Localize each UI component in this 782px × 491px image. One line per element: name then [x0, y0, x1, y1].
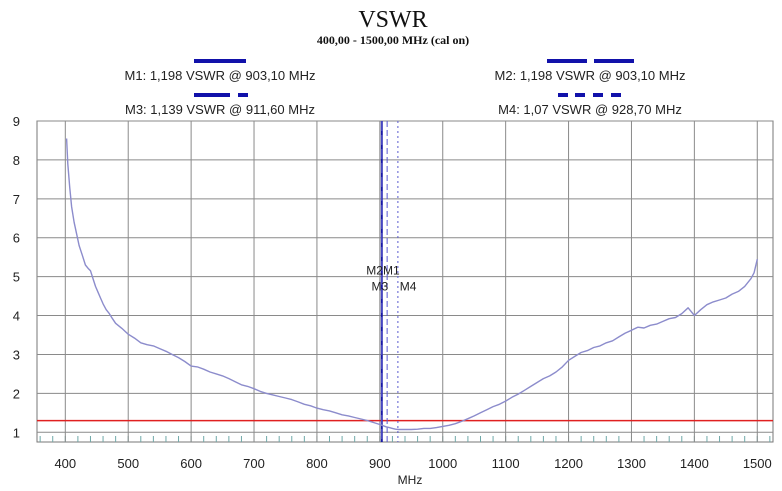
- chart-subtitle: 400,00 - 1500,00 MHz (cal on): [317, 33, 469, 47]
- x-tick-label: 1200: [554, 456, 583, 471]
- vswr-series-line: [65, 138, 758, 431]
- marker-tag: M2M1: [366, 264, 400, 278]
- legend-label-m2: M2: 1,198 VSWR @ 903,10 MHz: [495, 68, 686, 83]
- x-tick-label: 1300: [617, 456, 646, 471]
- y-tick-label: 3: [13, 347, 20, 362]
- y-tick-label: 1: [13, 425, 20, 440]
- y-tick-label: 6: [13, 231, 20, 246]
- y-tick-label: 8: [13, 153, 20, 168]
- x-tick-label: 800: [306, 456, 328, 471]
- y-tick-label: 2: [13, 386, 20, 401]
- plot-frame: [36, 120, 774, 443]
- legend-label-m1: M1: 1,198 VSWR @ 903,10 MHz: [125, 68, 316, 83]
- y-tick-label: 9: [13, 114, 20, 129]
- legend-label-m3: M3: 1,139 VSWR @ 911,60 MHz: [125, 102, 315, 117]
- x-tick-label: 700: [243, 456, 265, 471]
- marker-legend: M1: 1,198 VSWR @ 903,10 MHz M2: 1,198 VS…: [125, 59, 686, 117]
- x-tick-label: 900: [369, 456, 391, 471]
- x-axis-label: MHz: [398, 473, 423, 487]
- chart-title: VSWR: [358, 7, 427, 33]
- marker-tag: M3: [372, 279, 389, 293]
- y-tick-label: 4: [13, 309, 20, 324]
- x-tick-label: 1500: [743, 456, 772, 471]
- y-tick-label: 5: [13, 270, 20, 285]
- x-tick-label: 1100: [492, 456, 520, 471]
- legend-label-m4: M4: 1,07 VSWR @ 928,70 MHz: [498, 102, 682, 117]
- x-tick-label: 600: [180, 456, 202, 471]
- x-tick-label: 500: [117, 456, 139, 471]
- y-tick-label: 7: [13, 192, 20, 207]
- x-tick-label: 1400: [680, 456, 709, 471]
- marker-tag: M4: [400, 279, 417, 293]
- x-tick-label: 400: [54, 456, 76, 471]
- plot-area: 400 500 600 700 800 900 1000 1100 1200 1300 1400 15…: [13, 114, 774, 471]
- x-tick-label: 1000: [428, 456, 457, 471]
